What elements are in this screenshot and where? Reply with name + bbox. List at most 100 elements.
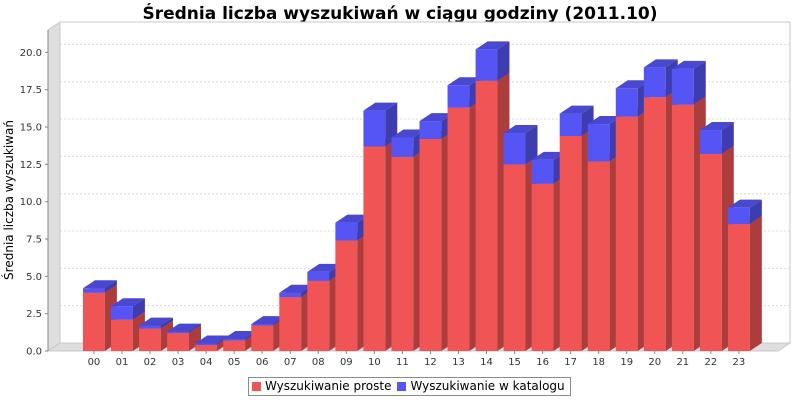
x-tick-label: 07 xyxy=(284,357,297,368)
bar-segment-simple-front xyxy=(671,104,694,352)
x-axis-ticks: 00 01 02 03 04 05 06 07 08 09 10 11 12 13 14 15 16 17 18 19… xyxy=(88,351,745,368)
bar-segment-catalog-front xyxy=(223,339,246,341)
bar-segment-catalog-front xyxy=(251,324,274,326)
bar-segment-catalog-side xyxy=(749,199,762,225)
bar-segment-catalog-front xyxy=(559,113,582,137)
bar-segment-catalog-front xyxy=(363,110,386,147)
bar-segment-catalog-top xyxy=(615,80,650,89)
x-tick-label: 16 xyxy=(536,357,549,368)
bar-segment-catalog-top xyxy=(307,263,342,272)
legend: Wyszukiwanie proste Wyszukiwanie w katal… xyxy=(248,377,571,396)
bar-segment-catalog-front xyxy=(503,133,526,165)
x-tick-label: 12 xyxy=(424,357,437,368)
bar-segment-catalog-side xyxy=(721,122,734,154)
x-tick-label: 03 xyxy=(172,357,185,368)
x-tick-label: 21 xyxy=(676,357,689,368)
bar-segment-catalog-top xyxy=(447,77,482,86)
bar-segment-simple-front xyxy=(419,138,442,351)
bar-segment-simple-front xyxy=(643,97,666,352)
bar-segment-simple-front xyxy=(335,240,358,351)
bar-segment-catalog xyxy=(475,41,510,81)
bar-segment-simple-front xyxy=(307,280,330,351)
y-tick-label: 15.0 xyxy=(20,123,42,134)
side-wall xyxy=(47,21,61,352)
bar-segment-catalog-top xyxy=(279,284,314,293)
bar-segment-catalog-top xyxy=(251,316,286,325)
bar-segment-simple-front xyxy=(475,80,498,351)
x-tick-label: 13 xyxy=(452,357,465,368)
y-tick-label: 0.0 xyxy=(26,347,42,358)
y-tick-label: 10.0 xyxy=(20,197,42,208)
bar-segment-catalog xyxy=(503,125,538,165)
bar-segment-catalog-front xyxy=(671,68,694,105)
y-tick-label: 5.0 xyxy=(26,272,42,283)
bar-segment-simple-front xyxy=(559,136,582,351)
bar-segment-catalog-top xyxy=(587,116,622,125)
bar-segment-catalog-top xyxy=(727,199,762,208)
bar-segment-catalog-side xyxy=(497,41,510,81)
x-tick-label: 04 xyxy=(200,357,213,368)
bar-segment-catalog xyxy=(699,122,734,154)
bar-segment-catalog-top xyxy=(391,129,426,138)
bar-segment-catalog-front xyxy=(587,124,610,162)
bar-segment-simple-front xyxy=(363,146,386,351)
bar-segment-simple-front xyxy=(83,292,105,351)
bar-segment-catalog-front xyxy=(335,222,358,241)
bar-segment-simple-front xyxy=(447,107,470,351)
bar-segment-simple xyxy=(727,216,762,351)
x-tick-label: 08 xyxy=(312,357,325,368)
x-tick-label: 01 xyxy=(116,357,129,368)
bar-segment-simple-front xyxy=(251,325,274,351)
bar-segment-simple-front xyxy=(111,319,133,351)
bar-segment-simple-front xyxy=(615,116,638,351)
bar-segment-catalog-top xyxy=(139,317,173,326)
bar-segment-simple-front xyxy=(531,183,554,351)
bar-segment-catalog-front xyxy=(727,207,750,225)
bar-segment-simple-front xyxy=(223,340,246,351)
bar-segment-simple xyxy=(699,145,734,351)
bar-segment-simple-front xyxy=(139,328,161,351)
x-tick-label: 10 xyxy=(368,357,381,368)
bar-segment-catalog-side xyxy=(132,298,145,320)
x-tick-label: 02 xyxy=(144,357,157,368)
bars xyxy=(83,41,762,352)
bar-segment-catalog-front xyxy=(615,88,638,117)
bar-segment-catalog-front xyxy=(531,159,554,184)
y-axis-ticks: 0.0 2.5 5.0 7.5 10.0 12.5 15.0 17.5 20.0 xyxy=(20,30,49,358)
bar-segment-simple-front xyxy=(167,333,189,351)
bar-segment-catalog-side xyxy=(693,60,706,105)
bar-segment-catalog-side xyxy=(188,323,201,334)
x-tick-label: 05 xyxy=(228,357,241,368)
bar-segment-catalog-front xyxy=(447,85,470,108)
x-tick-label: 11 xyxy=(396,357,409,368)
y-tick-label: 7.5 xyxy=(26,235,42,246)
bar-segment-catalog-top xyxy=(503,125,538,134)
bar-segment-catalog-top xyxy=(363,102,398,111)
bar-segment-catalog xyxy=(111,298,145,320)
bar-segment-simple-front xyxy=(727,224,750,351)
y-axis-label: Średnia liczba wyszukiwań xyxy=(1,120,16,280)
bar-segment-simple-front xyxy=(587,161,610,351)
bar-segment-catalog-top xyxy=(643,59,678,68)
bar-segment-catalog-top xyxy=(475,41,510,50)
legend-item-catalog: Wyszukiwanie w katalogu xyxy=(397,379,565,393)
y-tick-label: 12.5 xyxy=(20,160,42,171)
y-tick-label: 17.5 xyxy=(20,85,42,96)
bar-segment-catalog-top xyxy=(167,323,201,332)
bar-segment-catalog xyxy=(83,280,117,293)
bar-segment-catalog-top xyxy=(195,335,230,344)
bar-segment-catalog-side xyxy=(104,280,117,293)
x-tick-label: 22 xyxy=(704,357,717,368)
x-tick-label: 15 xyxy=(508,357,521,368)
bar-segment-simple-front xyxy=(503,164,526,351)
bar-segment-catalog-top xyxy=(335,214,370,223)
x-tick-label: 19 xyxy=(620,357,633,368)
y-tick-label: 2.5 xyxy=(26,309,42,320)
legend-swatch-catalog xyxy=(397,381,407,391)
bar-segment-catalog-front xyxy=(111,306,133,320)
bar-segment-catalog xyxy=(139,317,173,329)
bar-segment-catalog-top xyxy=(419,113,454,122)
bar-segment-catalog-top xyxy=(531,151,566,160)
